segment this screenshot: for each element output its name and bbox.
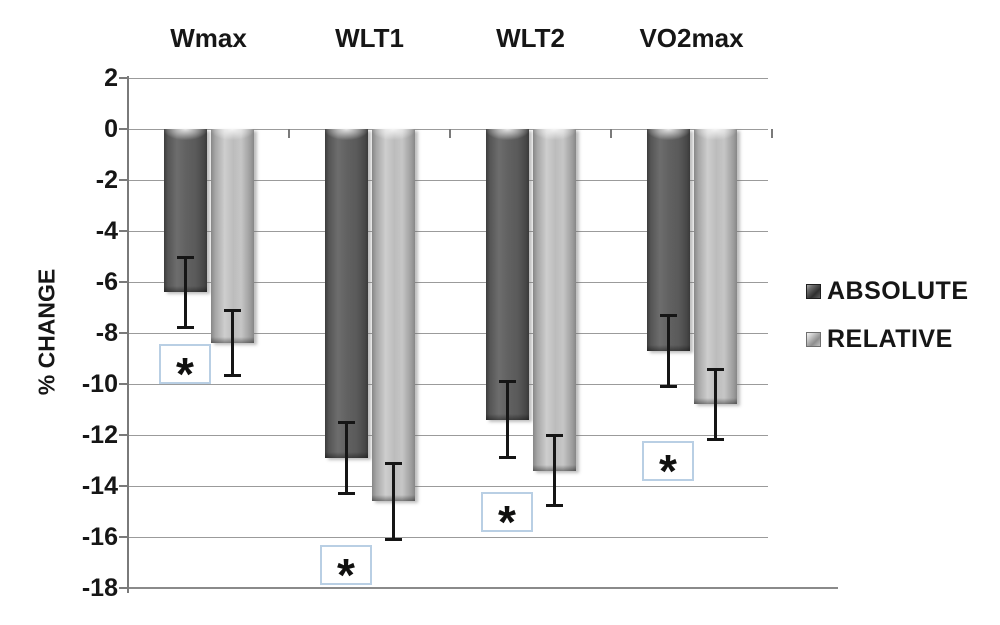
error-cap-top-absolute-vo2max <box>659 314 677 318</box>
gridline--4 <box>128 231 768 232</box>
error-cap-top-relative-wlt2 <box>545 434 563 437</box>
bar-relative-vo2max <box>693 129 737 405</box>
category-label-wlt1: WLT1 <box>335 23 404 53</box>
category-label-wmax: Wmax <box>170 23 247 53</box>
category-label-wlt2: WLT2 <box>496 23 565 53</box>
bar-relative-wlt2 <box>532 129 576 471</box>
y-tick-label--4: -4 <box>95 217 118 245</box>
significance-box-wlt1: * <box>320 545 372 598</box>
category-axis-tick-2 <box>449 129 451 138</box>
error-cap-bottom-absolute-vo2max <box>659 384 677 388</box>
legend-label-absolute: ABSOLUTE <box>827 276 969 305</box>
y-tick-label--10: -10 <box>81 370 118 398</box>
error-cap-top-absolute-wlt1 <box>337 421 355 425</box>
y-tick-label--14: -14 <box>81 472 118 500</box>
category-axis-tick-3 <box>610 129 612 138</box>
error-bar-relative-wlt1 <box>391 463 395 540</box>
legend-item-relative: RELATIVE <box>806 324 953 354</box>
significance-box-wmax: * <box>159 343 211 397</box>
gridline--6 <box>128 282 768 283</box>
error-bar-relative-wmax <box>230 310 234 377</box>
y-axis-line <box>127 76 129 593</box>
significance-box-vo2max: * <box>642 440 694 494</box>
error-bar-relative-wlt2 <box>552 435 556 507</box>
y-tick-label--16: -16 <box>81 523 118 551</box>
error-cap-bottom-relative-wmax <box>223 374 241 378</box>
error-cap-bottom-relative-wlt1 <box>384 537 402 541</box>
y-tick-label--8: -8 <box>95 319 118 347</box>
y-tick-label-0: 0 <box>104 115 118 143</box>
y-axis-tick--2 <box>119 179 128 181</box>
error-bar-absolute-wmax <box>183 256 187 328</box>
bar-absolute-vo2max <box>646 129 690 351</box>
error-bar-absolute-wlt1 <box>344 422 348 494</box>
error-bar-absolute-vo2max <box>666 315 670 387</box>
bar-relative-wmax <box>210 129 254 344</box>
error-cap-top-relative-wmax <box>223 309 241 313</box>
y-axis-tick--18 <box>119 587 128 589</box>
bar-absolute-wlt2 <box>485 129 529 420</box>
gridline--8 <box>128 333 768 334</box>
y-tick-label--6: -6 <box>95 268 118 296</box>
error-cap-top-absolute-wmax <box>176 255 194 259</box>
y-axis-tick--16 <box>119 536 128 538</box>
error-cap-top-absolute-wlt2 <box>498 380 516 384</box>
bar-relative-wlt1 <box>371 129 415 502</box>
gridline--12 <box>128 435 768 436</box>
legend-swatch-absolute <box>806 283 821 299</box>
legend-label-relative: RELATIVE <box>827 324 953 353</box>
gridline--16 <box>128 537 768 538</box>
gridline-0 <box>128 129 768 130</box>
y-tick-label-2: 2 <box>104 64 118 92</box>
y-axis-tick--10 <box>119 383 128 385</box>
gridline--14 <box>128 486 768 487</box>
y-axis-tick--14 <box>119 485 128 487</box>
error-cap-bottom-relative-vo2max <box>706 438 724 442</box>
category-axis-tick-4 <box>771 129 773 138</box>
error-cap-bottom-relative-wlt2 <box>545 504 563 508</box>
error-cap-top-relative-wlt1 <box>384 462 402 466</box>
error-bar-relative-vo2max <box>713 368 717 441</box>
legend-item-absolute: ABSOLUTE <box>806 276 969 306</box>
bar-absolute-wlt1 <box>324 129 368 458</box>
category-label-vo2max: VO2max <box>639 23 744 53</box>
y-axis-tick--12 <box>119 434 128 436</box>
gridline--2 <box>128 180 768 181</box>
y-axis-tick-0 <box>119 128 128 130</box>
y-tick-label--12: -12 <box>81 421 118 449</box>
error-bar-absolute-wlt2 <box>505 381 509 458</box>
y-tick-label--2: -2 <box>95 166 118 194</box>
y-tick-label--18: -18 <box>81 574 118 602</box>
legend-swatch-relative <box>806 331 821 347</box>
gridline--10 <box>128 384 768 385</box>
error-cap-bottom-absolute-wlt1 <box>337 491 355 495</box>
gridline-2 <box>128 78 768 79</box>
y-axis-tick-2 <box>119 77 128 79</box>
error-cap-top-relative-vo2max <box>706 367 724 371</box>
gridline--18 <box>128 587 838 589</box>
significance-box-wlt2: * <box>481 491 533 545</box>
error-cap-bottom-absolute-wmax <box>176 325 194 329</box>
y-axis-tick--6 <box>119 281 128 283</box>
y-axis-tick--4 <box>119 230 128 232</box>
y-axis-title: % CHANGE <box>33 268 60 396</box>
error-cap-bottom-absolute-wlt2 <box>498 455 516 459</box>
category-axis-tick-1 <box>288 129 290 138</box>
y-axis-tick--8 <box>119 332 128 334</box>
